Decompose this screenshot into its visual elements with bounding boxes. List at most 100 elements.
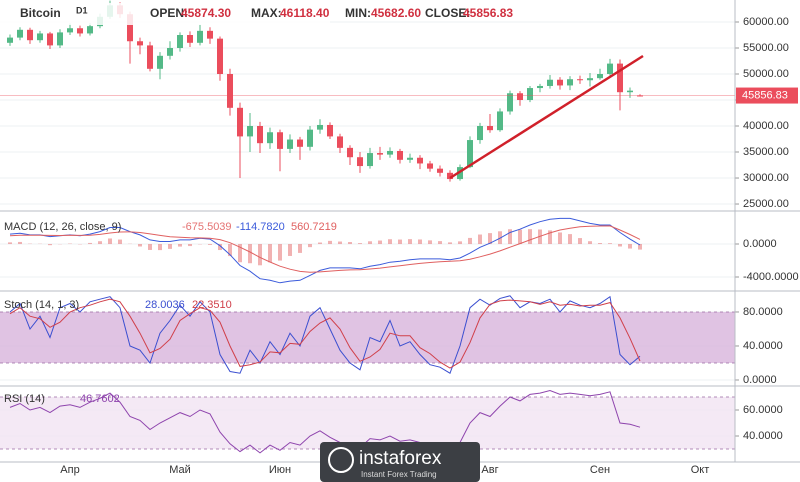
histogram-bar — [298, 244, 302, 253]
x-tick-label: Июн — [269, 464, 291, 476]
close-value: 45856.83 — [463, 6, 513, 20]
candle-body — [137, 41, 143, 46]
histogram-bar — [618, 244, 622, 247]
candle-body — [407, 157, 413, 160]
candle-body — [237, 107, 243, 137]
candle-body — [617, 63, 623, 93]
histogram-bar — [238, 244, 242, 263]
y-tick-label: 30000.00 — [743, 172, 789, 184]
histogram-bar — [138, 244, 142, 247]
x-tick-label: Апр — [60, 464, 79, 476]
candle-body — [307, 129, 313, 147]
candle-body — [147, 45, 153, 69]
candle-body — [37, 33, 43, 41]
indicator-value: -114.7820 — [236, 221, 285, 233]
candle-body — [477, 126, 483, 141]
candle-body — [427, 163, 433, 169]
candle-body — [207, 30, 213, 39]
histogram-bar — [328, 240, 332, 245]
histogram-bar — [188, 244, 192, 247]
histogram-bar — [208, 244, 212, 245]
histogram-bar — [508, 229, 512, 245]
logo-brand: instaforex — [359, 448, 442, 469]
rsi-title: RSI (14) — [4, 393, 45, 405]
indicator-line — [9, 298, 641, 369]
histogram-bar — [88, 242, 92, 245]
candle-body — [517, 93, 523, 101]
histogram-bar — [548, 230, 552, 245]
indicator-value: 46.7602 — [80, 393, 120, 405]
x-tick-label: Сен — [590, 464, 610, 476]
y-tick-label: 60000.00 — [743, 16, 789, 28]
histogram-bar — [168, 244, 172, 249]
candle-body — [347, 147, 353, 158]
candle-body — [17, 29, 23, 38]
candle-body — [507, 93, 513, 112]
y-tick-label: 40.0000 — [743, 430, 783, 442]
candle-body — [77, 28, 83, 34]
candle-body — [597, 74, 603, 79]
histogram-bar — [458, 241, 462, 245]
histogram-bar — [308, 244, 312, 248]
symbol: Bitcoin — [20, 6, 61, 20]
candle-body — [87, 26, 93, 34]
candle-body — [637, 95, 643, 97]
histogram-bar — [558, 232, 562, 245]
stoch-title: Stoch (14, 1, 3) — [4, 299, 79, 311]
histogram-bar — [468, 237, 472, 245]
candle-body — [577, 79, 583, 81]
histogram-bar — [428, 240, 432, 245]
candle-body — [567, 79, 573, 86]
macd-title: MACD (12, 26, close, 9) — [4, 221, 121, 233]
histogram-bar — [158, 244, 162, 251]
histogram-bar — [588, 241, 592, 245]
y-tick-label: 35000.00 — [743, 146, 789, 158]
open-label: OPEN: — [150, 6, 188, 20]
logo-tagline: Instant Forex Trading — [361, 470, 437, 479]
histogram-bar — [488, 233, 492, 245]
histogram-bar — [18, 241, 22, 245]
y-tick-label: 60.0000 — [743, 404, 783, 416]
histogram-bar — [578, 238, 582, 245]
min-value: 45682.60 — [371, 6, 421, 20]
candle-body — [327, 124, 333, 137]
histogram-bar — [148, 244, 152, 250]
candle-body — [187, 35, 193, 43]
y-tick-label: 40000.00 — [743, 120, 789, 132]
band — [0, 311, 735, 363]
candle-body — [627, 90, 633, 93]
trend-line — [449, 54, 644, 180]
candle-body — [297, 139, 303, 147]
min-label: MIN: — [345, 6, 371, 20]
candle-body — [387, 150, 393, 155]
candle-body — [397, 150, 403, 160]
histogram-bar — [338, 241, 342, 245]
histogram-bar — [568, 234, 572, 245]
y-tick-label: 50000.00 — [743, 68, 789, 80]
candle-body — [7, 37, 13, 43]
histogram-bar — [348, 242, 352, 245]
y-tick-label: 40.0000 — [743, 340, 783, 352]
candle-body — [247, 126, 253, 137]
timeframe: D1 — [76, 5, 88, 15]
histogram-bar — [418, 239, 422, 245]
histogram-bar — [378, 240, 382, 245]
indicator-value: -675.5039 — [182, 221, 232, 233]
candle-body — [287, 139, 293, 149]
logo-bg — [320, 442, 480, 482]
histogram-bar — [478, 234, 482, 245]
candle-body — [27, 29, 33, 41]
histogram-bar — [368, 241, 372, 245]
candle-body — [547, 79, 553, 86]
histogram-bar — [118, 239, 122, 245]
histogram-bar — [288, 244, 292, 256]
last-price-box — [736, 87, 798, 104]
y-tick-label: 80.0000 — [743, 306, 783, 318]
histogram-bar — [258, 244, 262, 266]
indicator-value: 28.0036 — [145, 299, 185, 311]
candle-body — [357, 157, 363, 167]
x-tick-label: Авг — [481, 464, 498, 476]
open-value: 45874.30 — [181, 6, 231, 20]
histogram-bar — [358, 243, 362, 245]
